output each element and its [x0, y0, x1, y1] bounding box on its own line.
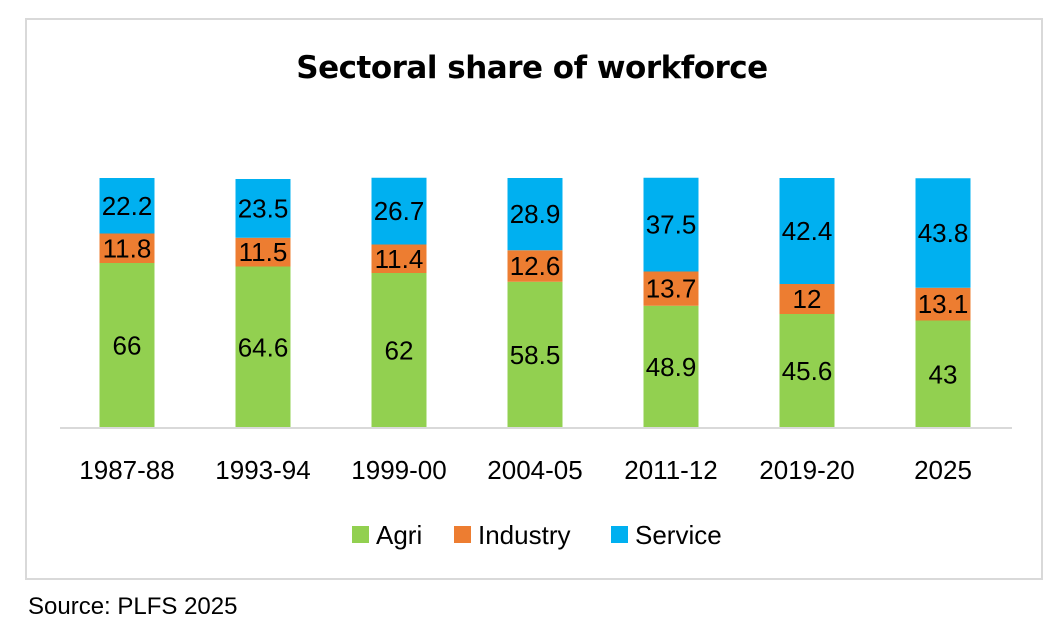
data-label-agri-1987-88: 66	[113, 331, 142, 361]
chart-title: Sectoral share of workforce	[296, 50, 768, 86]
data-label-industry-2011-12: 13.7	[646, 274, 697, 304]
bar-agri-1999-00	[371, 273, 427, 428]
bar-service-2025	[915, 178, 971, 288]
data-label-industry-2019-20: 12	[793, 284, 822, 314]
data-label-agri-1999-00: 62	[385, 336, 414, 366]
data-label-service-2011-12: 37.5	[646, 210, 697, 240]
data-label-agri-2004-05: 58.5	[510, 340, 561, 370]
bar-industry-1993-94	[235, 237, 291, 267]
source-note: Source: PLFS 2025	[28, 593, 238, 620]
bar-agri-2025	[915, 320, 971, 428]
bar-industry-1999-00	[371, 244, 427, 273]
x-tick-label: 2011-12	[624, 455, 718, 485]
bar-agri-2011-12	[643, 305, 699, 428]
bar-agri-1987-88	[99, 263, 155, 428]
legend-swatch-agri	[352, 526, 369, 543]
bar-industry-1987-88	[99, 233, 155, 263]
bar-service-1999-00	[371, 177, 427, 245]
data-label-agri-2019-20: 45.6	[782, 356, 833, 386]
data-label-industry-1987-88: 11.8	[103, 233, 152, 263]
bar-agri-2004-05	[507, 281, 563, 428]
legend-label-industry: Industry	[478, 520, 571, 550]
bar-industry-2025	[915, 287, 971, 321]
x-tick-label: 2025	[914, 455, 972, 485]
legend: Agri Industry Service	[352, 520, 722, 550]
data-label-service-1987-88: 22.2	[102, 191, 153, 221]
bar-service-1987-88	[99, 178, 155, 234]
x-tick-label: 1987-88	[79, 455, 174, 485]
legend-swatch-industry	[454, 526, 471, 543]
bar-service-2004-05	[507, 178, 563, 251]
x-tick-label: 1999-00	[351, 455, 446, 485]
data-label-service-1999-00: 26.7	[374, 196, 425, 226]
data-label-service-2004-05: 28.9	[510, 199, 561, 229]
data-label-industry-2004-05: 12.6	[510, 251, 561, 281]
data-label-industry-1993-94: 11.5	[239, 237, 288, 267]
data-label-agri-2011-12: 48.9	[646, 352, 697, 382]
data-label-agri-2025: 43	[929, 359, 958, 389]
data-label-service-1993-94: 23.5	[238, 193, 289, 223]
bar-service-2019-20	[779, 178, 835, 284]
legend-label-service: Service	[635, 520, 722, 550]
data-label-industry-1999-00: 11.4	[375, 244, 424, 274]
data-label-agri-1993-94: 64.6	[238, 332, 289, 362]
x-tick-labels: 1987-88 1993-94 1999-00 2004-05 2011-12 2019-…	[79, 455, 972, 485]
data-label-service-2019-20: 42.4	[782, 216, 833, 246]
bar-agri-2019-20	[779, 314, 835, 428]
bar-industry-2004-05	[507, 250, 563, 282]
bar-service-2011-12	[643, 177, 699, 272]
x-tick-label: 2004-05	[487, 455, 582, 485]
bar-industry-2011-12	[643, 271, 699, 306]
x-tick-label: 1993-94	[215, 455, 310, 485]
bars-layer: 66 11.8 22.2 64.6 11.5 23.5 62 11.4 26.7 58.5 12.6…	[99, 177, 971, 428]
bar-service-1993-94	[235, 179, 291, 238]
legend-swatch-service	[611, 526, 628, 543]
legend-label-agri: Agri	[376, 520, 422, 550]
bar-industry-2019-20	[779, 284, 835, 314]
data-label-industry-2025: 13.1	[918, 289, 969, 319]
x-tick-label: 2019-20	[759, 455, 854, 485]
bar-agri-1993-94	[235, 266, 291, 428]
data-label-service-2025: 43.8	[918, 218, 969, 248]
